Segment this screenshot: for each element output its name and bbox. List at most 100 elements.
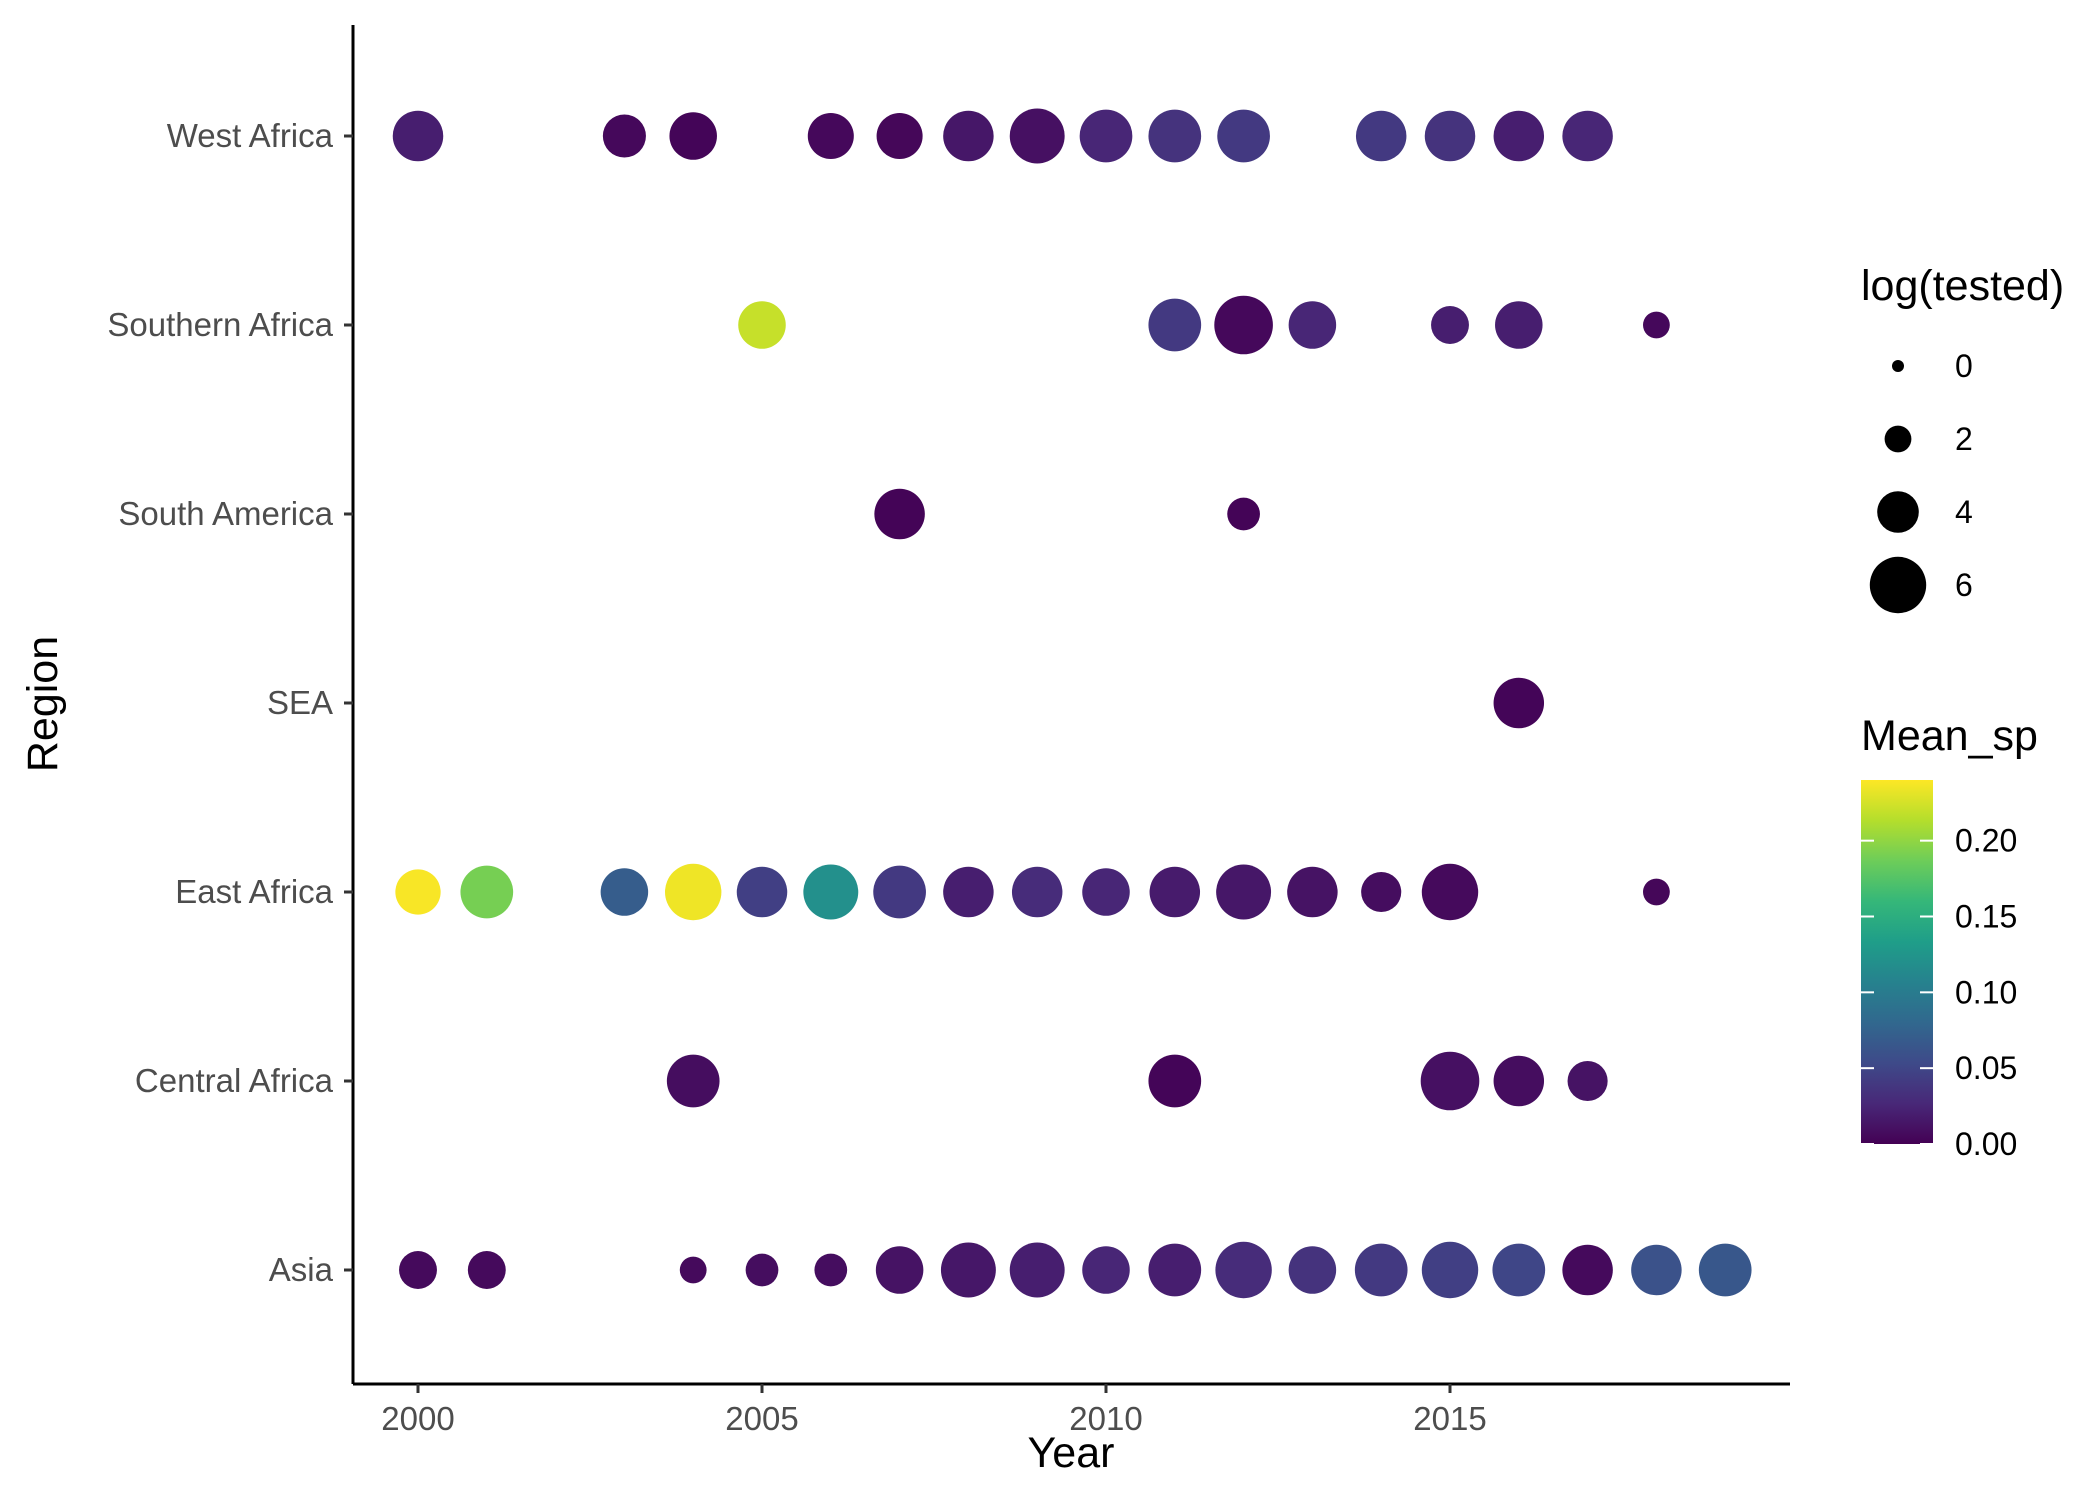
data-point	[1082, 1246, 1130, 1294]
data-point	[392, 110, 444, 162]
data-point	[874, 488, 925, 540]
data-point	[1421, 863, 1479, 921]
data-point	[467, 1251, 506, 1289]
data-point	[807, 112, 854, 160]
data-point	[679, 1256, 707, 1284]
x-tick-label: 2015	[1413, 1400, 1486, 1437]
y-tick-label: Asia	[269, 1251, 334, 1288]
data-point	[1227, 497, 1260, 531]
data-point	[1493, 677, 1545, 729]
data-point	[1149, 866, 1201, 918]
size-legend-label: 6	[1955, 567, 1973, 603]
data-point	[1148, 109, 1202, 163]
data-point	[940, 1242, 996, 1298]
size-legend-key	[1884, 425, 1912, 453]
data-point	[1643, 878, 1670, 906]
data-point	[736, 866, 788, 918]
data-point	[460, 865, 514, 919]
x-tick-label: 2010	[1069, 1400, 1142, 1437]
data-point	[1631, 1244, 1682, 1296]
x-axis-title: Year	[1028, 1429, 1115, 1477]
data-point	[1424, 110, 1476, 162]
data-point	[1355, 110, 1407, 162]
color-legend-title: Mean_sp	[1861, 712, 2038, 760]
data-point	[602, 114, 646, 158]
size-legend-label: 0	[1955, 348, 1973, 384]
size-legend-key	[1877, 491, 1919, 533]
color-legend-label: 0.05	[1955, 1050, 2017, 1086]
color-legend: Mean_sp 0.00 0.05 0.10 0.15 0.20	[1861, 712, 2038, 1162]
data-point	[803, 864, 859, 920]
data-point	[395, 869, 441, 915]
y-tick-label: East Africa	[175, 873, 333, 910]
data-point	[876, 112, 923, 160]
data-point	[1567, 1060, 1608, 1102]
data-point	[669, 112, 717, 160]
y-tick-label: Central Africa	[135, 1062, 334, 1099]
data-point	[1698, 1243, 1752, 1297]
data-point	[1288, 301, 1337, 349]
data-point	[665, 863, 722, 921]
data-point	[1562, 110, 1613, 162]
data-point	[943, 110, 994, 162]
size-legend-key	[1892, 360, 1904, 372]
data-point	[1493, 110, 1545, 162]
data-point	[1148, 298, 1202, 352]
y-tick-label: South America	[118, 495, 333, 532]
data-point	[1082, 868, 1130, 916]
plot-points	[392, 108, 1752, 1299]
data-point	[1148, 1243, 1202, 1297]
y-axis-ticks: Asia Central Africa East Africa SEA South Am…	[107, 117, 353, 1288]
data-point	[1421, 1241, 1479, 1299]
color-legend-label: 0.10	[1955, 974, 2017, 1010]
data-point	[399, 1251, 437, 1289]
data-point	[1288, 1246, 1337, 1294]
x-tick-label: 2005	[725, 1400, 798, 1437]
size-legend-key	[1869, 556, 1927, 614]
x-axis-ticks: 2000 2005 2010 2015	[381, 1384, 1487, 1437]
data-point	[1643, 311, 1670, 339]
data-point	[1079, 109, 1133, 163]
data-point	[1009, 1242, 1065, 1298]
data-point	[1287, 866, 1338, 918]
data-point	[1009, 108, 1065, 164]
y-tick-label: SEA	[267, 684, 333, 721]
data-point	[875, 1246, 924, 1294]
data-point	[1492, 1243, 1546, 1297]
color-legend-label: 0.00	[1955, 1126, 2017, 1162]
color-legend-bar	[1861, 780, 1933, 1144]
data-point	[745, 1253, 779, 1287]
axes	[351, 25, 1790, 1386]
color-legend-label: 0.15	[1955, 899, 2017, 935]
data-point	[873, 865, 926, 919]
data-point	[814, 1253, 848, 1287]
data-point	[943, 866, 994, 918]
data-point	[1216, 864, 1272, 920]
color-legend-label: 0.20	[1955, 823, 2017, 859]
y-tick-label: West Africa	[167, 117, 334, 154]
y-axis-title: Region	[19, 636, 67, 772]
data-point	[1493, 1055, 1545, 1107]
data-point	[1562, 1244, 1613, 1296]
data-point	[1215, 1241, 1272, 1299]
data-point	[600, 868, 649, 916]
data-point	[666, 1054, 720, 1108]
data-point	[1361, 871, 1402, 913]
size-legend-label: 4	[1955, 494, 1973, 530]
data-point	[738, 301, 786, 349]
data-point	[1011, 866, 1063, 918]
data-point	[1217, 109, 1270, 163]
size-legend-title: log(tested)	[1861, 262, 2064, 310]
data-point	[1495, 301, 1543, 349]
data-point	[1431, 306, 1469, 344]
size-legend-label: 2	[1955, 421, 1973, 457]
x-tick-label: 2000	[381, 1400, 454, 1437]
data-point	[1354, 1243, 1408, 1297]
size-legend: log(tested) 0 2 4 6	[1861, 262, 2064, 614]
data-point	[1420, 1051, 1480, 1111]
y-tick-label: Southern Africa	[107, 306, 333, 343]
data-point	[1148, 1054, 1202, 1108]
data-point	[1214, 295, 1273, 355]
